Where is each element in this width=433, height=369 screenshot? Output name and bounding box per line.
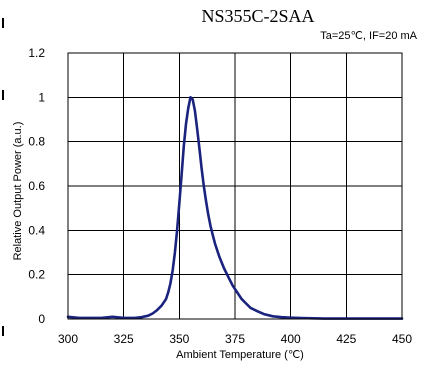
- x-tick-label: 375: [225, 332, 245, 346]
- y-tick-label: 0.2: [28, 268, 45, 282]
- x-tick-label: 450: [392, 332, 412, 346]
- y-tick-label: 0: [38, 312, 45, 326]
- x-tick-labels: 300 325 350 375 400 425 450: [58, 332, 412, 346]
- y-tick-label: 0.4: [28, 223, 45, 237]
- y-tick-label: 1: [38, 90, 45, 104]
- x-axis-label: Ambient Temperature (℃): [176, 349, 304, 361]
- x-tick-label: 350: [169, 332, 189, 346]
- plot-area: [67, 52, 403, 320]
- chart-title: NS355C-2SAA: [201, 6, 314, 26]
- y-axis-label: Relative Output Power (a.u.): [12, 122, 24, 261]
- y-tick-label: 0.6: [28, 179, 45, 193]
- series-layer: [66, 96, 404, 320]
- y-tick-label: 0.8: [28, 135, 45, 149]
- chart-condition: Ta=25℃, IF=20 mA: [320, 30, 417, 42]
- grid: [68, 53, 402, 319]
- y-tick-labels: 0 0.2 0.4 0.6 0.8 1 1.2: [28, 46, 45, 326]
- x-tick-label: 325: [114, 332, 134, 346]
- x-tick-label: 400: [281, 332, 301, 346]
- x-tick-label: 300: [58, 332, 78, 346]
- series-line-0: [66, 96, 404, 320]
- y-tick-label: 1.2: [28, 46, 45, 60]
- x-tick-label: 425: [336, 332, 356, 346]
